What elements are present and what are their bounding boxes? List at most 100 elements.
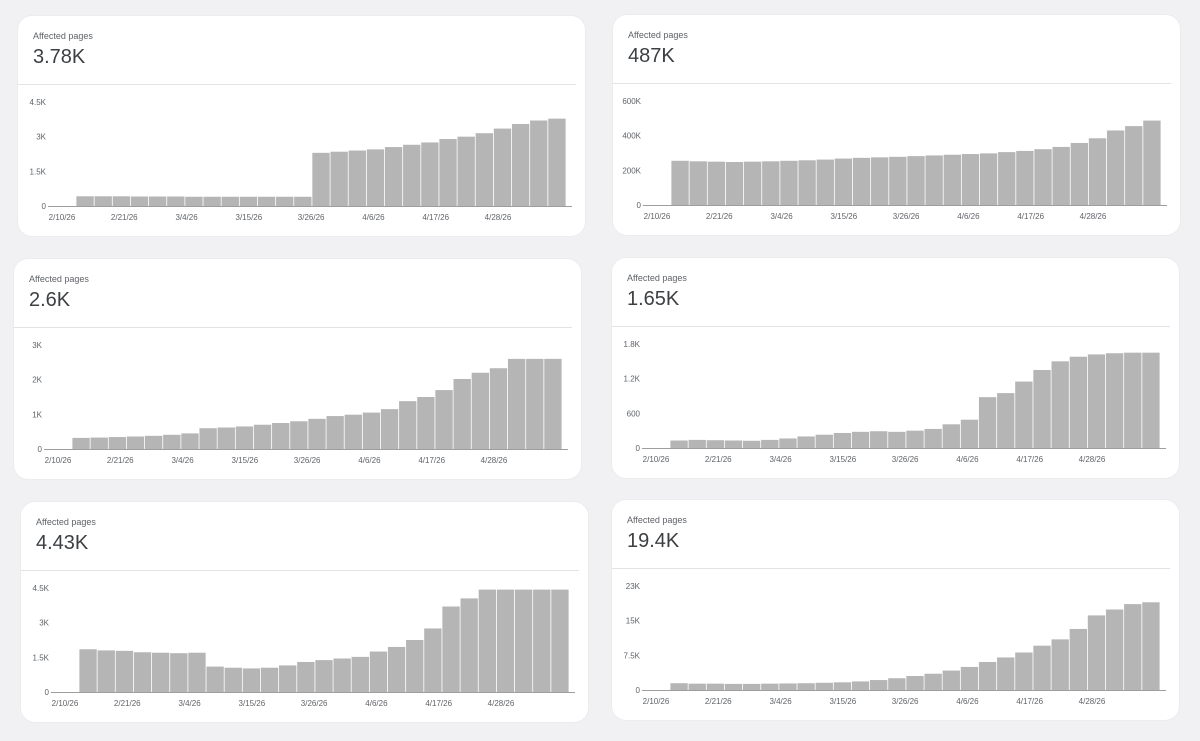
bar xyxy=(533,589,551,692)
y-tick-label: 23K xyxy=(626,582,641,591)
bar xyxy=(888,431,906,448)
bar xyxy=(998,152,1016,205)
bar xyxy=(475,133,494,206)
y-tick-label: 600 xyxy=(627,409,641,418)
bar xyxy=(217,427,235,449)
card-label: Affected pages xyxy=(627,515,687,525)
bar xyxy=(960,419,979,448)
bar xyxy=(906,675,924,690)
y-tick-label: 3K xyxy=(39,619,49,628)
bar xyxy=(403,144,421,206)
bar xyxy=(1087,615,1106,690)
bar xyxy=(108,437,127,449)
card-value: 4.43K xyxy=(36,532,89,554)
bar xyxy=(780,160,798,205)
card-value: 2.6K xyxy=(29,289,71,311)
y-tick-label: 200K xyxy=(622,166,641,175)
x-tick-label: 2/21/26 xyxy=(114,699,141,708)
bar xyxy=(1069,628,1088,690)
x-tick-label: 4/17/26 xyxy=(425,699,452,708)
bar xyxy=(833,432,852,448)
bar xyxy=(279,665,297,692)
chart-card-3: Affected pages 2.6K 0 1K 2K 3K 2/10/26 2/21/2… xyxy=(14,259,581,479)
bar xyxy=(551,589,569,692)
y-tick-label: 400K xyxy=(622,132,641,141)
bar xyxy=(79,649,97,692)
bar xyxy=(112,196,131,206)
bar xyxy=(743,161,762,205)
bar-chart: 0 600 1.2K 1.8K 2/10/26 2/21/26 3/4/26 3/15/26 3… xyxy=(624,340,1166,464)
bar xyxy=(260,667,279,692)
x-tick-label: 2/21/26 xyxy=(705,697,732,706)
x-tick-label: 4/17/26 xyxy=(1017,212,1044,221)
bar xyxy=(90,437,108,449)
y-tick-label: 600K xyxy=(622,97,641,106)
bar xyxy=(1124,352,1142,448)
card-divider xyxy=(613,83,1171,84)
bar xyxy=(224,667,242,692)
bar xyxy=(406,640,424,692)
card-divider xyxy=(18,84,576,85)
x-tick-label: 3/4/26 xyxy=(769,697,792,706)
y-tick-label: 0 xyxy=(38,445,43,454)
x-tick-label: 4/6/26 xyxy=(362,213,385,222)
y-tick-label: 1.5K xyxy=(30,167,47,176)
bar xyxy=(421,142,439,206)
x-tick-label: 2/10/26 xyxy=(52,699,79,708)
bar-chart: 0 200K 400K 600K 2/10/26 2/21/26 3/4/26 3/15/26… xyxy=(622,97,1167,221)
bar xyxy=(762,161,780,205)
bar xyxy=(851,431,870,448)
bar xyxy=(997,393,1015,448)
x-tick-label: 4/17/26 xyxy=(422,213,449,222)
y-tick-label: 4.5K xyxy=(30,98,47,107)
bar xyxy=(942,424,960,448)
bar xyxy=(126,436,145,449)
bar xyxy=(242,668,261,692)
x-tick-label: 3/15/26 xyxy=(232,456,259,465)
bar xyxy=(496,589,515,692)
bar xyxy=(1034,149,1052,205)
y-tick-label: 15K xyxy=(626,617,641,626)
bar xyxy=(761,683,779,690)
x-tick-label: 3/4/26 xyxy=(171,456,194,465)
bar xyxy=(815,434,833,448)
bar xyxy=(511,123,530,206)
chart-card-2: Affected pages 487K 0 200K 400K 600K 2/10/26… xyxy=(613,15,1180,235)
chart-card-1: Affected pages 3.78K 0 1.5K 3K 4.5K 2/10/26 2… xyxy=(18,16,585,236)
bar xyxy=(130,196,149,206)
card-divider xyxy=(612,568,1170,569)
x-tick-label: 4/6/26 xyxy=(957,212,980,221)
y-tick-label: 0 xyxy=(636,686,641,695)
bar xyxy=(688,683,706,690)
bar xyxy=(888,678,906,690)
bar xyxy=(689,161,707,205)
x-tick-label: 4/28/26 xyxy=(488,699,515,708)
bar xyxy=(493,128,512,206)
bar xyxy=(1033,645,1051,690)
bar xyxy=(815,682,833,690)
x-tick-label: 3/26/26 xyxy=(301,699,328,708)
bar xyxy=(253,424,272,449)
bar xyxy=(308,418,326,449)
bar xyxy=(333,658,351,692)
y-tick-label: 1.2K xyxy=(624,375,641,384)
bar xyxy=(144,435,163,449)
bar xyxy=(797,436,815,448)
chart-card-4: Affected pages 1.65K 0 600 1.2K 1.8K 2/10/26… xyxy=(612,258,1179,478)
bar xyxy=(1087,354,1106,448)
x-tick-label: 4/6/26 xyxy=(956,455,979,464)
chart-card-5: Affected pages 4.43K 0 1.5K 3K 4.5K 2/10/26 2… xyxy=(21,502,588,722)
x-tick-label: 2/10/26 xyxy=(644,212,671,221)
bar xyxy=(290,421,308,449)
x-tick-label: 3/26/26 xyxy=(893,212,920,221)
bar xyxy=(1124,604,1142,690)
bar xyxy=(871,157,889,205)
bar xyxy=(1106,130,1125,205)
bar xyxy=(76,196,94,206)
bar xyxy=(925,155,943,205)
bar xyxy=(725,162,744,205)
bar xyxy=(833,682,852,690)
bar xyxy=(724,440,743,448)
x-tick-label: 3/4/26 xyxy=(178,699,201,708)
bar xyxy=(272,423,290,449)
